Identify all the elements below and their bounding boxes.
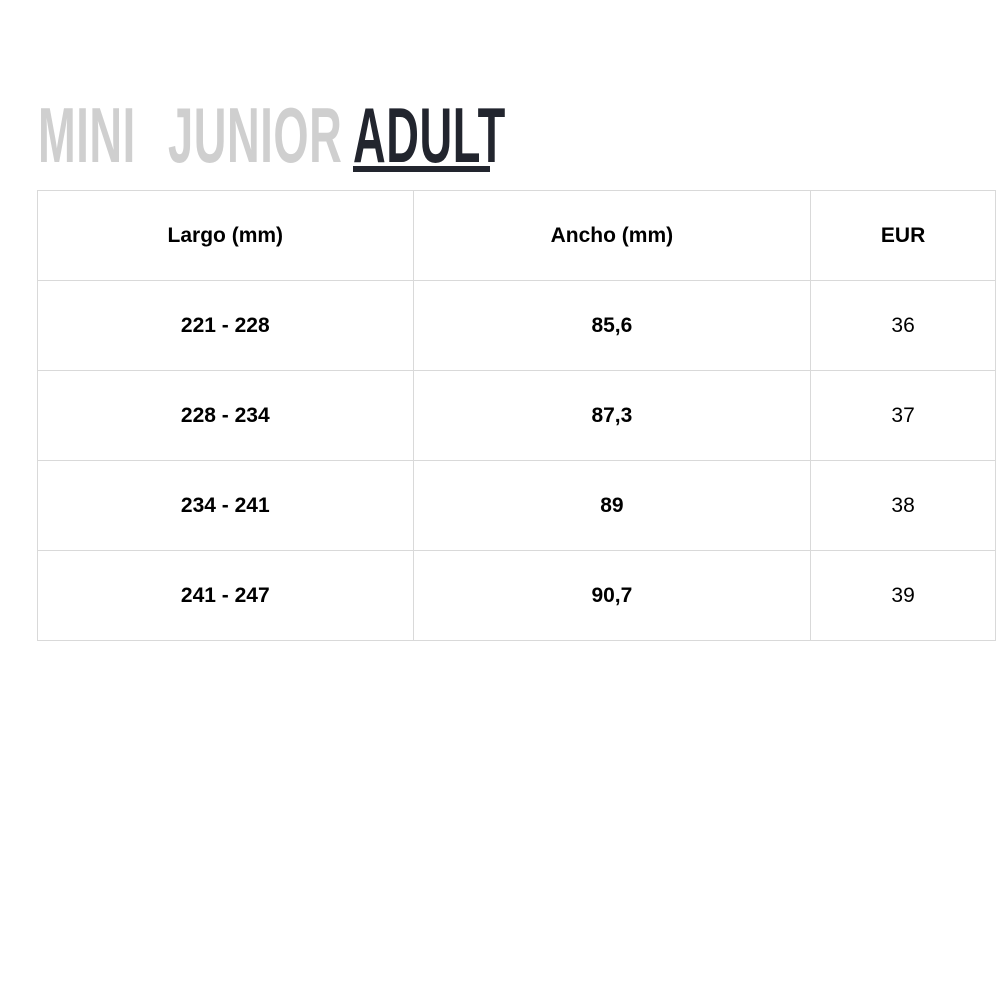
cell-largo: 221 - 228 bbox=[37, 280, 414, 371]
size-table: Largo (mm) Ancho (mm) EUR 221 - 228 85,6… bbox=[37, 190, 996, 641]
cell-eur: 37 bbox=[810, 370, 996, 461]
tab-mini[interactable]: MINI bbox=[38, 91, 136, 179]
cell-largo: 234 - 241 bbox=[37, 460, 414, 551]
table-row: 234 - 241 89 38 bbox=[37, 460, 996, 551]
table-row: 241 - 247 90,7 39 bbox=[37, 550, 996, 641]
table-row: 228 - 234 87,3 37 bbox=[37, 370, 996, 461]
header-ancho: Ancho (mm) bbox=[412, 190, 812, 281]
cell-ancho: 89 bbox=[412, 460, 812, 551]
table-header-row: Largo (mm) Ancho (mm) EUR bbox=[37, 190, 996, 281]
cell-largo: 228 - 234 bbox=[37, 370, 414, 461]
cell-ancho: 90,7 bbox=[412, 550, 812, 641]
cell-eur: 36 bbox=[810, 280, 996, 371]
table-row: 221 - 228 85,6 36 bbox=[37, 280, 996, 371]
tab-adult[interactable]: ADULT bbox=[353, 91, 506, 179]
cell-ancho: 87,3 bbox=[412, 370, 812, 461]
header-eur: EUR bbox=[810, 190, 996, 281]
cell-eur: 38 bbox=[810, 460, 996, 551]
active-tab-underline bbox=[353, 166, 490, 172]
cell-largo: 241 - 247 bbox=[37, 550, 414, 641]
cell-ancho: 85,6 bbox=[412, 280, 812, 371]
cell-eur: 39 bbox=[810, 550, 996, 641]
tab-junior[interactable]: JUNIOR bbox=[168, 91, 343, 179]
header-largo: Largo (mm) bbox=[37, 190, 414, 281]
